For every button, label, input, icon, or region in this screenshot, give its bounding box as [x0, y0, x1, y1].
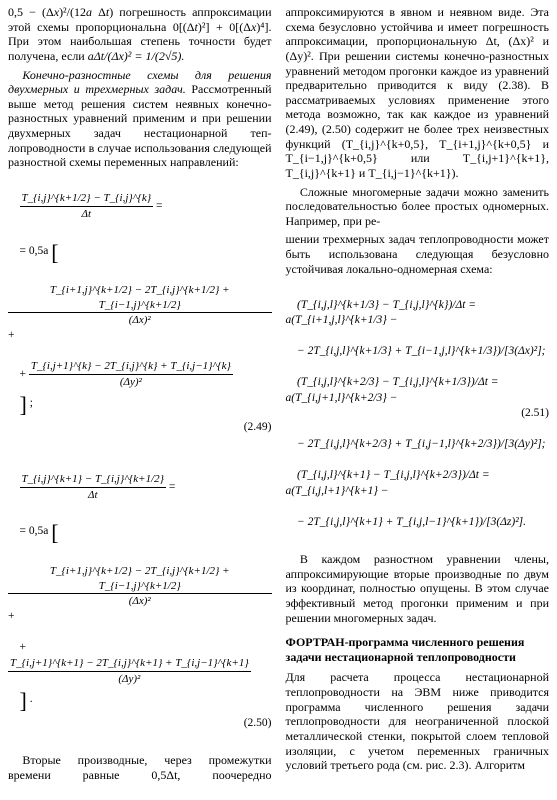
para-2: Конечно-разностные схемы для реше­ния дв… [8, 68, 272, 170]
section-head: ФОРТРАН-программа численного решения зад… [286, 635, 550, 664]
para-c2-2: В каждом разностном уравнении чле­ны, ап… [286, 552, 550, 625]
para-c2-3: Для расчета процесса нестационарной тепл… [286, 670, 550, 772]
equation-250: T_{i,j}^{k+1} − T_{i,j}^{k+1/2}Δt = = 0,… [8, 457, 272, 747]
para-c2-1: шении трехмерных задач теплопровод­ности… [286, 232, 550, 276]
equation-251: (T_{i,j,l}^{k+1/3} − T_{i,j,l}^{k})/Δt =… [286, 282, 550, 546]
equation-249: T_{i,j}^{k+1/2} − T_{i,j}^{k}Δt = = 0,5a… [8, 176, 272, 451]
para-1: 0,5 − (Δx)²/(12a Δt) погрешность ап­прок… [8, 5, 272, 64]
para-4: Сложные многомерные задачи можно заменит… [286, 185, 550, 229]
